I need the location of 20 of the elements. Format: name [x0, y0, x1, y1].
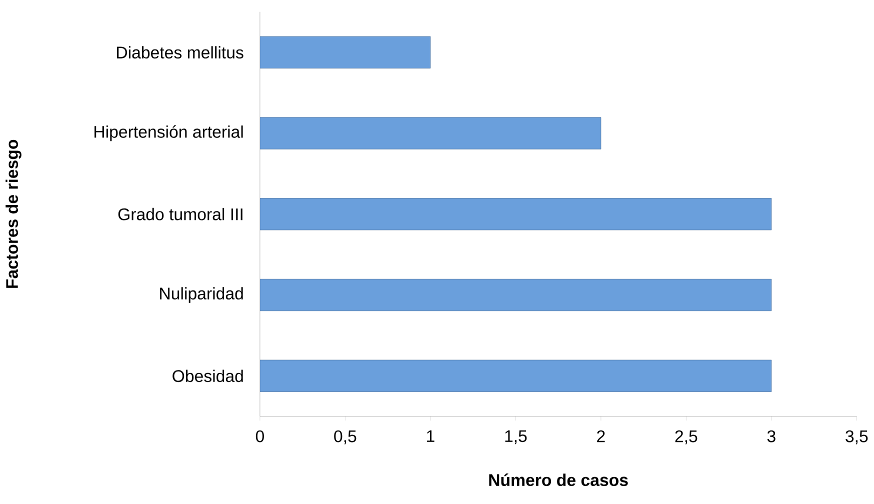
x-axis-title: Número de casos: [489, 474, 628, 486]
x-tick-label: 0,5: [334, 430, 356, 444]
y-tick-label: Obesidad: [172, 370, 243, 382]
x-tick-label: 2: [597, 430, 605, 442]
bar: [260, 117, 602, 150]
y-axis-title: Factores de riesgo: [6, 140, 22, 288]
bar: [260, 360, 772, 392]
y-tick-label: Grado tumoral III: [118, 208, 242, 221]
y-tick-label: Diabetes mellitus: [117, 46, 244, 59]
x-tick-label: 0: [256, 430, 264, 442]
x-tick-label: 1: [427, 430, 434, 442]
bar: [260, 279, 772, 312]
bar: [260, 36, 431, 69]
y-tick-label: Nuliparidad: [160, 287, 243, 304]
x-tick-label: 3: [767, 430, 776, 442]
x-tick-label: 3,5: [846, 430, 868, 444]
y-tick-label: Hipertensión arterial: [94, 125, 243, 142]
x-tick-label: 2,5: [675, 430, 698, 444]
x-tick-label: 1,5: [505, 430, 527, 444]
bar: [260, 198, 772, 230]
